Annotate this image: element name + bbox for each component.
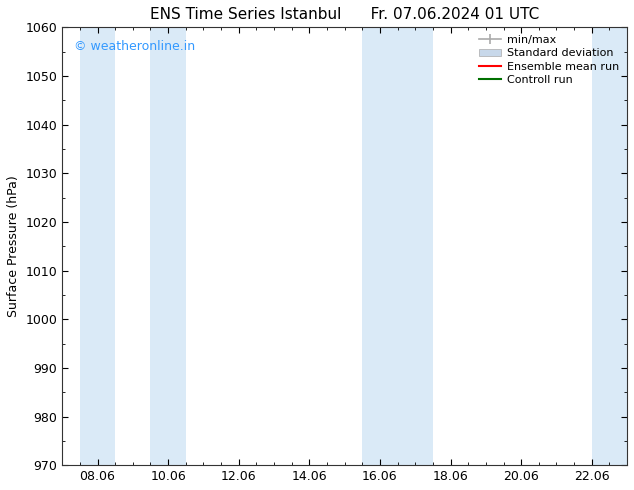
Y-axis label: Surface Pressure (hPa): Surface Pressure (hPa) [7, 175, 20, 317]
Legend: min/max, Standard deviation, Ensemble mean run, Controll run: min/max, Standard deviation, Ensemble me… [475, 30, 624, 90]
Bar [398, 27, 433, 465]
Bar [80, 27, 115, 465]
Bar [362, 27, 398, 465]
Bar [150, 27, 186, 465]
Text: © weatheronline.in: © weatheronline.in [74, 40, 195, 53]
Bar [592, 27, 627, 465]
Title: ENS Time Series Istanbul      Fr. 07.06.2024 01 UTC: ENS Time Series Istanbul Fr. 07.06.2024 … [150, 7, 540, 22]
